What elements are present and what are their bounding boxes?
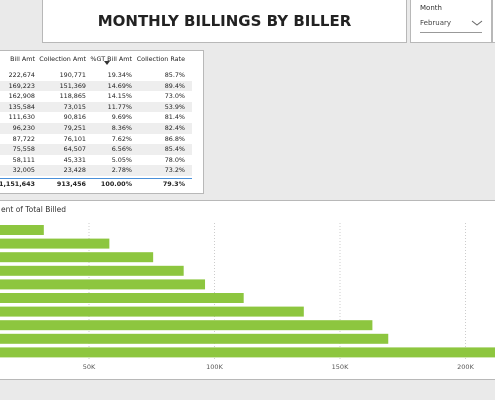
bar <box>0 238 110 249</box>
table-cell: 23,428 <box>63 166 86 175</box>
table-cell: 8.36% <box>111 124 132 132</box>
bar <box>0 265 184 276</box>
table-cell: 75,558 <box>12 145 35 154</box>
card-edge <box>492 0 495 43</box>
table-row: 58,111 45,331 5.05% 78.0% <box>0 155 192 166</box>
header-row: Bill Amt Collection Amt %GT Bill Amt Collec… <box>0 54 192 65</box>
table-row: 135,584 73,015 11.77% 53.9% <box>0 101 192 113</box>
x-tick-label: 50K <box>83 363 96 371</box>
column-header: Collection Amt <box>39 55 86 63</box>
bar <box>0 306 304 317</box>
slicer-label: Month <box>420 4 442 12</box>
table-row: 32,005 23,428 2.78% 73.2% <box>0 165 192 176</box>
table-cell: 5.05% <box>111 155 132 164</box>
slicer-underline <box>420 32 482 33</box>
chart-card: ent of Total Billed 50K 100K 150K 200K <box>0 200 495 380</box>
total-cell: 79.3% <box>162 180 185 188</box>
table-cell: 151,369 <box>59 81 86 90</box>
table-cell: 14.69% <box>107 81 132 90</box>
table-cell: 14.15% <box>107 92 132 101</box>
month-slicer[interactable]: Month February <box>410 0 492 43</box>
table-cell: 162,908 <box>8 92 35 101</box>
table-cell: 78.0% <box>164 155 185 164</box>
x-tick-label: 100K <box>206 363 223 371</box>
table-row: 222,674 190,771 19.34% 85.7% <box>0 70 192 81</box>
chart-title: ent of Total Billed <box>1 205 66 214</box>
column-header: Bill Amt <box>10 55 35 63</box>
table-cell: 96,230 <box>12 124 35 132</box>
table-cell: 111,630 <box>8 113 35 122</box>
table-cell: 7.62% <box>111 134 132 143</box>
table-row: 162,908 118,865 14.15% 73.0% <box>0 91 192 102</box>
table-row: 87,722 76,101 7.62% 86.8% <box>0 134 192 145</box>
table-cell: 82.4% <box>164 124 185 132</box>
table-cell: 118,865 <box>59 92 86 101</box>
total-cell: 1,151,643 <box>0 180 35 188</box>
total-cell: 100.00% <box>100 180 132 188</box>
table-row: 75,558 64,507 6.56% 85.4% <box>0 144 192 155</box>
bar <box>0 252 154 263</box>
table-cell: 2.78% <box>111 166 132 175</box>
table-cell: 9.69% <box>111 113 132 122</box>
table-cell: 11.77% <box>107 102 132 111</box>
table-cell: 64,507 <box>63 145 86 154</box>
table-cell: 85.7% <box>164 71 185 79</box>
slicer-value[interactable]: February <box>420 19 452 27</box>
table-cell: 190,771 <box>59 71 86 79</box>
x-tick-label: 200K <box>457 363 474 371</box>
table-cell: 19.34% <box>107 71 132 79</box>
table-cell: 86.8% <box>164 134 185 143</box>
table-cell: 45,331 <box>63 155 86 164</box>
table-cell: 87,722 <box>12 134 35 143</box>
chevron[interactable] <box>471 19 483 27</box>
table-cell: 76,101 <box>63 134 86 143</box>
table-cell: 85.4% <box>164 145 185 154</box>
billing-table: Bill Amt Collection Amt %GT Bill Amt Collec… <box>0 50 204 194</box>
bar <box>0 320 373 331</box>
table-cell: 89.4% <box>164 81 185 90</box>
table-cell: 222,674 <box>8 71 35 79</box>
table-cell: 135,584 <box>8 102 35 111</box>
table-row: 169,223 151,369 14.69% 89.4% <box>0 80 192 92</box>
table-cell: 73.2% <box>164 166 185 175</box>
table-row: 96,230 79,251 8.36% 82.4% <box>0 123 192 134</box>
table-cell: 58,111 <box>12 155 35 164</box>
total-row: 1,151,643 913,456 100.00% 79.3% <box>0 178 192 190</box>
bar <box>0 293 244 303</box>
bar-chart: ent of Total Billed 50K 100K 150K 200K <box>0 205 495 371</box>
table-cell: 90,816 <box>63 113 86 122</box>
column-header: %GT Bill Amt <box>90 55 132 63</box>
bar <box>0 347 495 358</box>
table-cell: 6.56% <box>111 145 132 154</box>
table-cell: 53.9% <box>164 102 185 111</box>
table-row: 111,630 90,816 9.69% 81.4% <box>0 112 192 123</box>
bar <box>0 225 44 235</box>
bar <box>0 279 206 290</box>
table-cell: 32,005 <box>12 166 35 175</box>
title-card: MONTHLY BILLINGS BY BILLER <box>42 0 407 43</box>
bar <box>0 333 389 344</box>
table-cell: 81.4% <box>164 113 185 122</box>
table-cell: 73,015 <box>63 102 86 111</box>
table-cell: 79,251 <box>63 124 86 132</box>
x-tick-label: 150K <box>332 363 349 371</box>
total-cell: 913,456 <box>56 180 86 188</box>
column-header: Collection Rate <box>136 55 185 63</box>
table-cell: 73.0% <box>164 92 185 101</box>
sort-arrow[interactable] <box>104 61 110 65</box>
report-title: MONTHLY BILLINGS BY BILLER <box>97 12 352 30</box>
table-cell: 169,223 <box>8 81 35 90</box>
